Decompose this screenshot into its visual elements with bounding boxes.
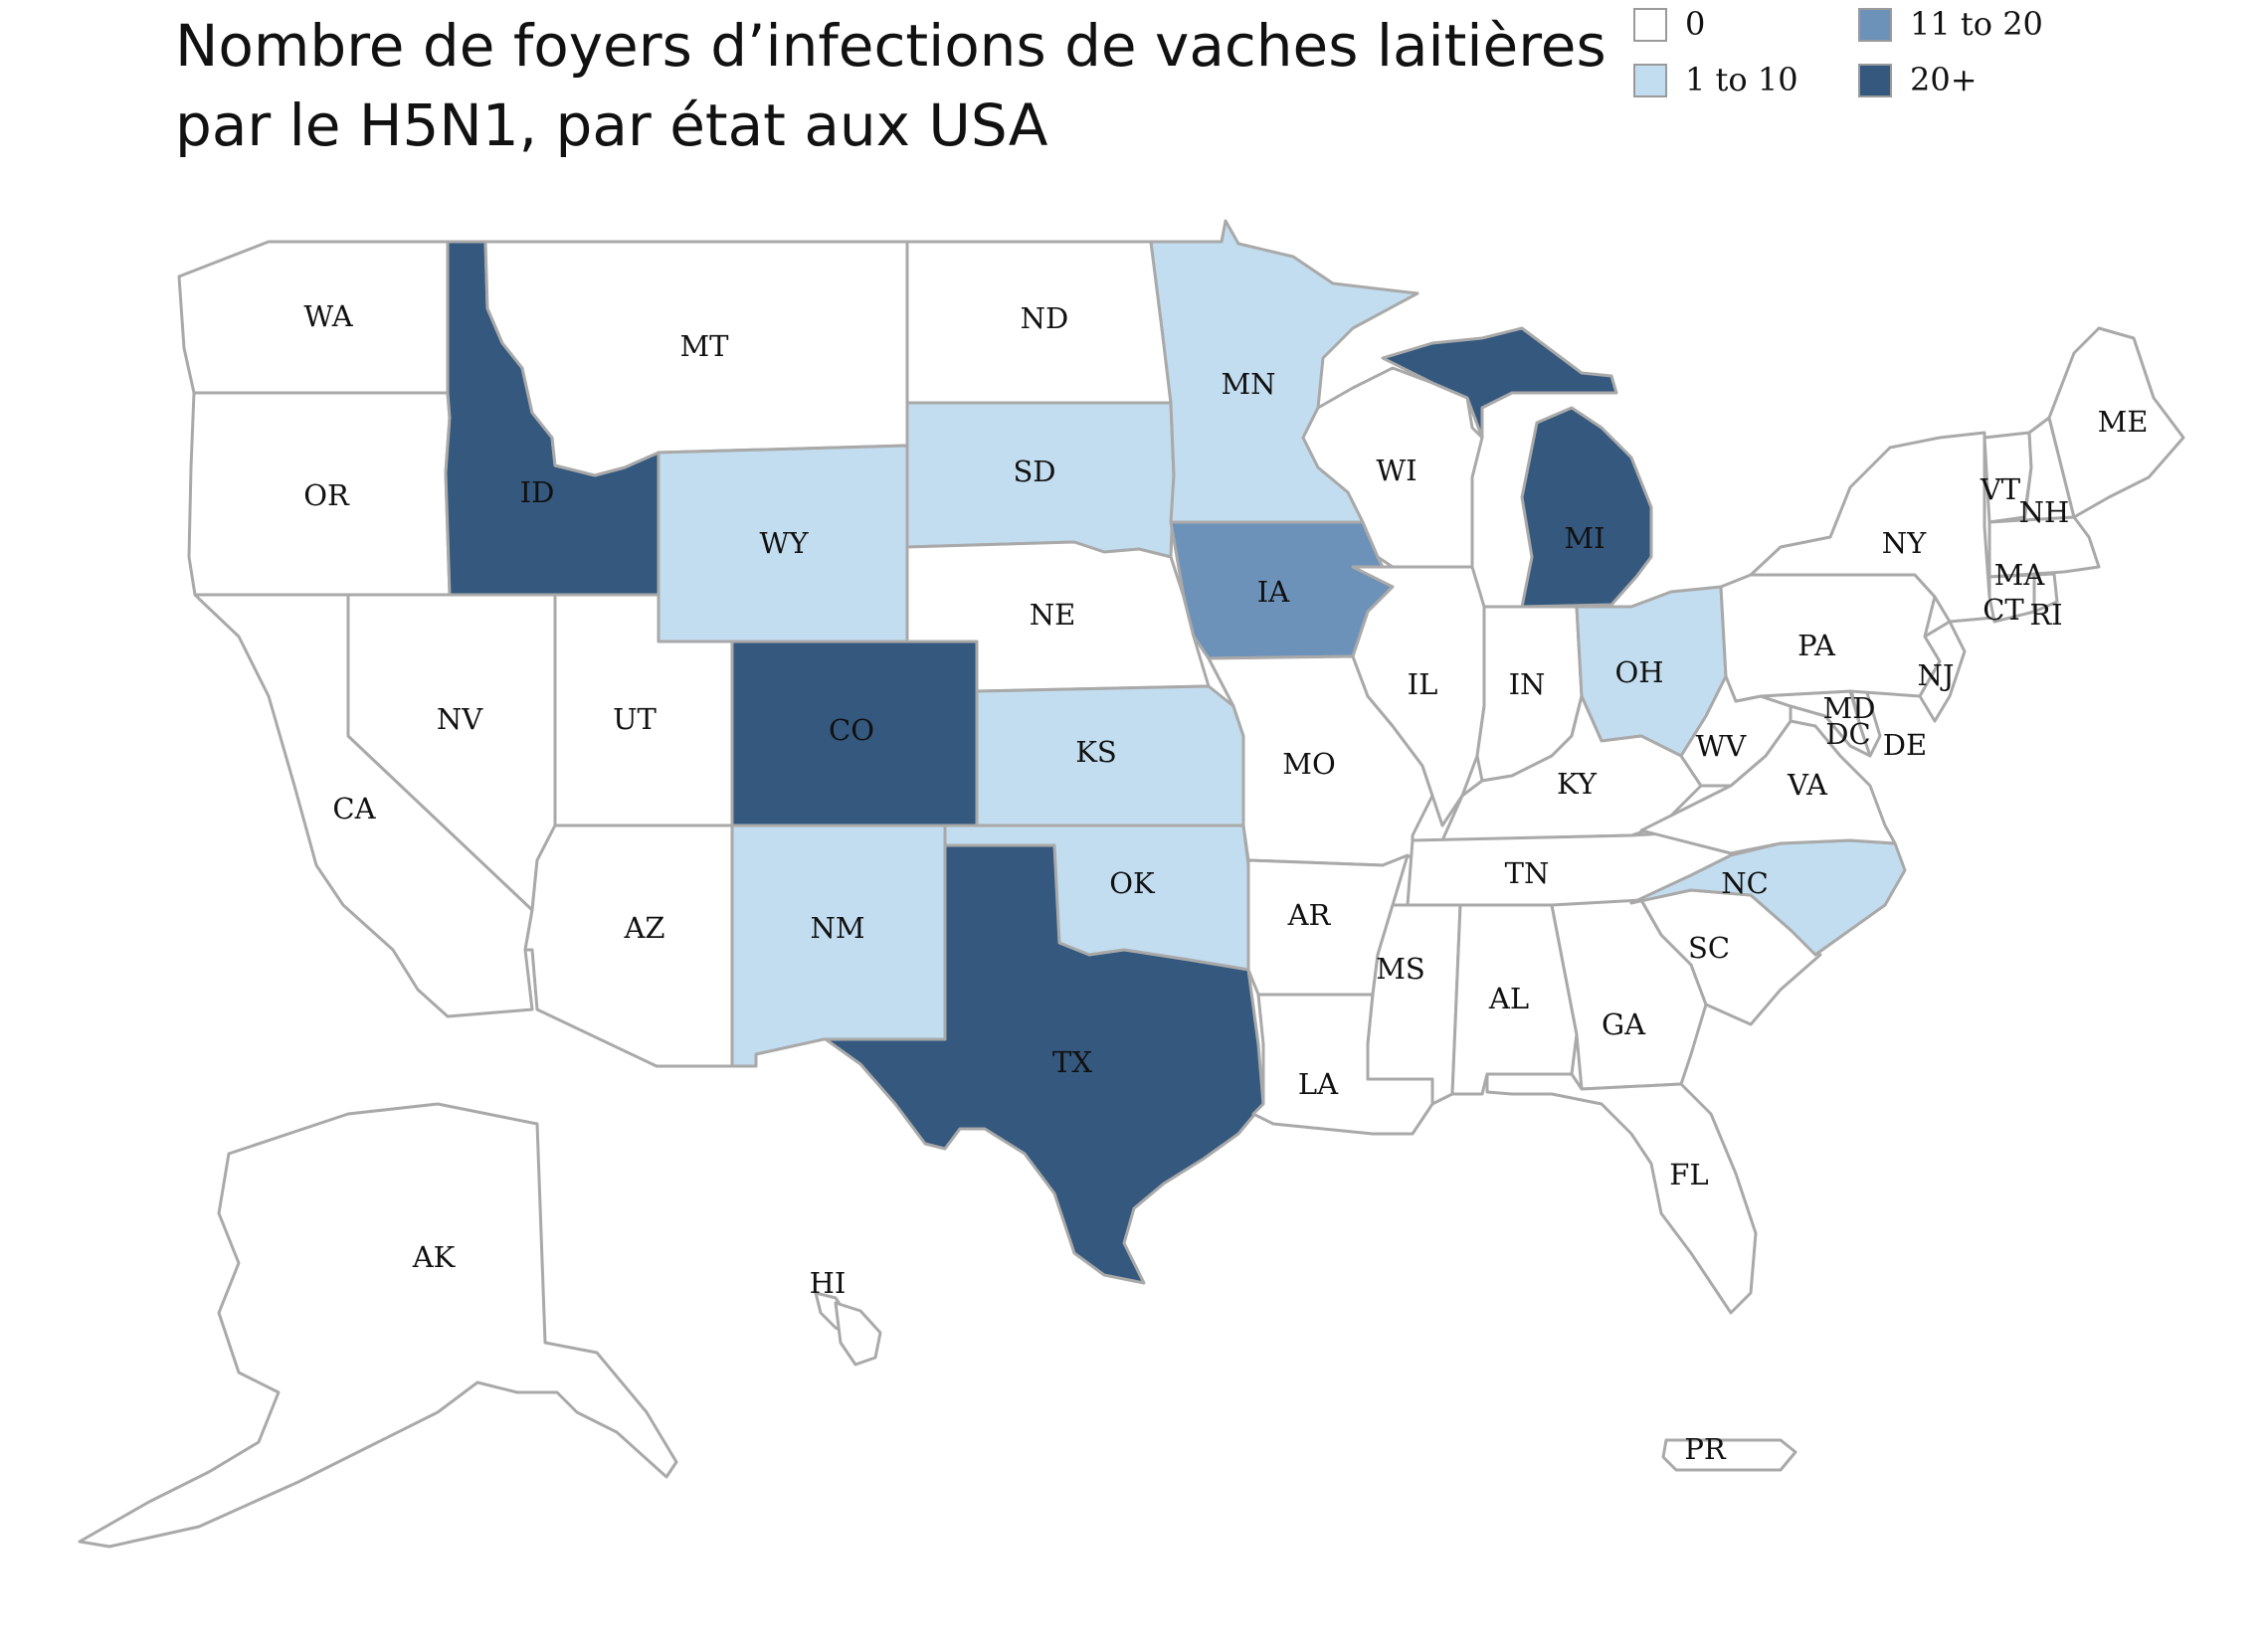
state-label-il: IL: [1408, 667, 1438, 701]
state-label-nm: NM: [810, 911, 864, 945]
state-nc[interactable]: [1629, 838, 1907, 957]
legend-swatch: [1633, 64, 1667, 97]
state-label-wv: WV: [1696, 729, 1748, 763]
state-label-ma: MA: [1994, 558, 2046, 592]
state-label-ia: IA: [1257, 575, 1290, 609]
legend: 0 1 to 10 11 to 20 20+: [1621, 0, 2178, 109]
state-label-vt: VT: [1980, 472, 2021, 506]
state-ny[interactable]: [1749, 431, 2006, 624]
state-label-hi: HI: [810, 1266, 847, 1300]
state-label-me: ME: [2098, 405, 2149, 439]
state-label-ct: CT: [1983, 593, 2024, 627]
state-label-ny: NY: [1882, 526, 1927, 560]
state-label-de: DE: [1883, 728, 1927, 762]
map-title: Nombre de foyers d’infections de vaches …: [175, 6, 1606, 165]
state-label-nv: NV: [437, 702, 483, 736]
state-label-sd: SD: [1013, 455, 1055, 488]
state-hi-big-island[interactable]: [834, 1301, 882, 1367]
state-label-sc: SC: [1688, 931, 1730, 965]
state-ct[interactable]: [1987, 573, 2036, 624]
state-label-la: LA: [1298, 1067, 1339, 1101]
state-label-nj: NJ: [1917, 658, 1954, 692]
state-label-in: IN: [1509, 667, 1546, 701]
legend-label: 0: [1685, 5, 1706, 43]
state-label-ky: KY: [1557, 767, 1598, 801]
state-label-mt: MT: [679, 329, 729, 363]
legend-label: 11 to 20: [1910, 5, 2043, 43]
state-mi-lower[interactable]: [1520, 406, 1653, 609]
state-label-nd: ND: [1021, 301, 1069, 335]
state-label-al: AL: [1488, 982, 1529, 1015]
state-label-wy: WY: [760, 526, 810, 560]
state-label-ms: MS: [1376, 952, 1425, 986]
state-label-mi: MI: [1564, 521, 1605, 555]
state-me[interactable]: [2047, 326, 2185, 519]
title-line-1: Nombre de foyers d’infections de vaches …: [175, 12, 1606, 80]
state-tx[interactable]: [824, 843, 1265, 1285]
state-label-wa: WA: [303, 299, 353, 333]
state-label-oh: OH: [1614, 655, 1663, 689]
state-label-az: AZ: [623, 911, 664, 945]
state-mi[interactable]: [1381, 326, 1618, 440]
state-label-ok: OK: [1109, 866, 1156, 900]
state-label-ne: NE: [1030, 598, 1076, 632]
state-label-pa: PA: [1797, 629, 1836, 662]
state-label-ga: GA: [1602, 1007, 1646, 1041]
state-labels: WA OR CA NV ID MT WY UT AZ CO NM ND SD N…: [303, 299, 2148, 1466]
state-shapes: [78, 219, 2185, 1549]
state-label-ca: CA: [332, 792, 376, 825]
title-line-2: par le H5N1, par état aux USA: [175, 91, 1048, 159]
state-nm[interactable]: [730, 823, 947, 1068]
state-label-ar: AR: [1287, 898, 1332, 932]
state-label-ut: UT: [613, 702, 657, 736]
state-label-md: MD: [1823, 691, 1876, 725]
legend-swatch: [1633, 8, 1667, 42]
state-label-ak: AK: [412, 1240, 457, 1274]
state-label-ks: KS: [1075, 735, 1117, 769]
state-ri[interactable]: [2032, 572, 2059, 614]
state-label-va: VA: [1787, 768, 1828, 802]
state-label-or: OR: [303, 478, 350, 512]
legend-swatch: [1858, 8, 1892, 42]
state-ak[interactable]: [78, 1102, 678, 1549]
state-label-ri: RI: [2029, 598, 2062, 632]
state-az[interactable]: [523, 823, 734, 1068]
state-nj[interactable]: [1918, 620, 1967, 723]
legend-swatch: [1858, 64, 1892, 97]
state-label-nc: NC: [1721, 866, 1769, 900]
state-label-dc: DC: [1825, 717, 1870, 751]
state-label-nh: NH: [2019, 495, 2070, 529]
state-fl[interactable]: [1485, 1072, 1758, 1315]
state-pr[interactable]: [1661, 1438, 1797, 1472]
state-label-wi: WI: [1376, 454, 1417, 487]
state-label-mn: MN: [1221, 367, 1275, 401]
legend-label: 20+: [1910, 61, 1978, 98]
state-label-tn: TN: [1505, 856, 1550, 890]
state-label-tx: TX: [1052, 1045, 1092, 1079]
state-label-mo: MO: [1282, 747, 1335, 781]
state-label-co: CO: [829, 713, 874, 747]
state-label-id: ID: [520, 475, 555, 509]
state-label-fl: FL: [1669, 1158, 1708, 1191]
state-wi[interactable]: [1301, 366, 1484, 569]
state-label-pr: PR: [1684, 1432, 1727, 1466]
legend-label: 1 to 10: [1685, 61, 1798, 98]
